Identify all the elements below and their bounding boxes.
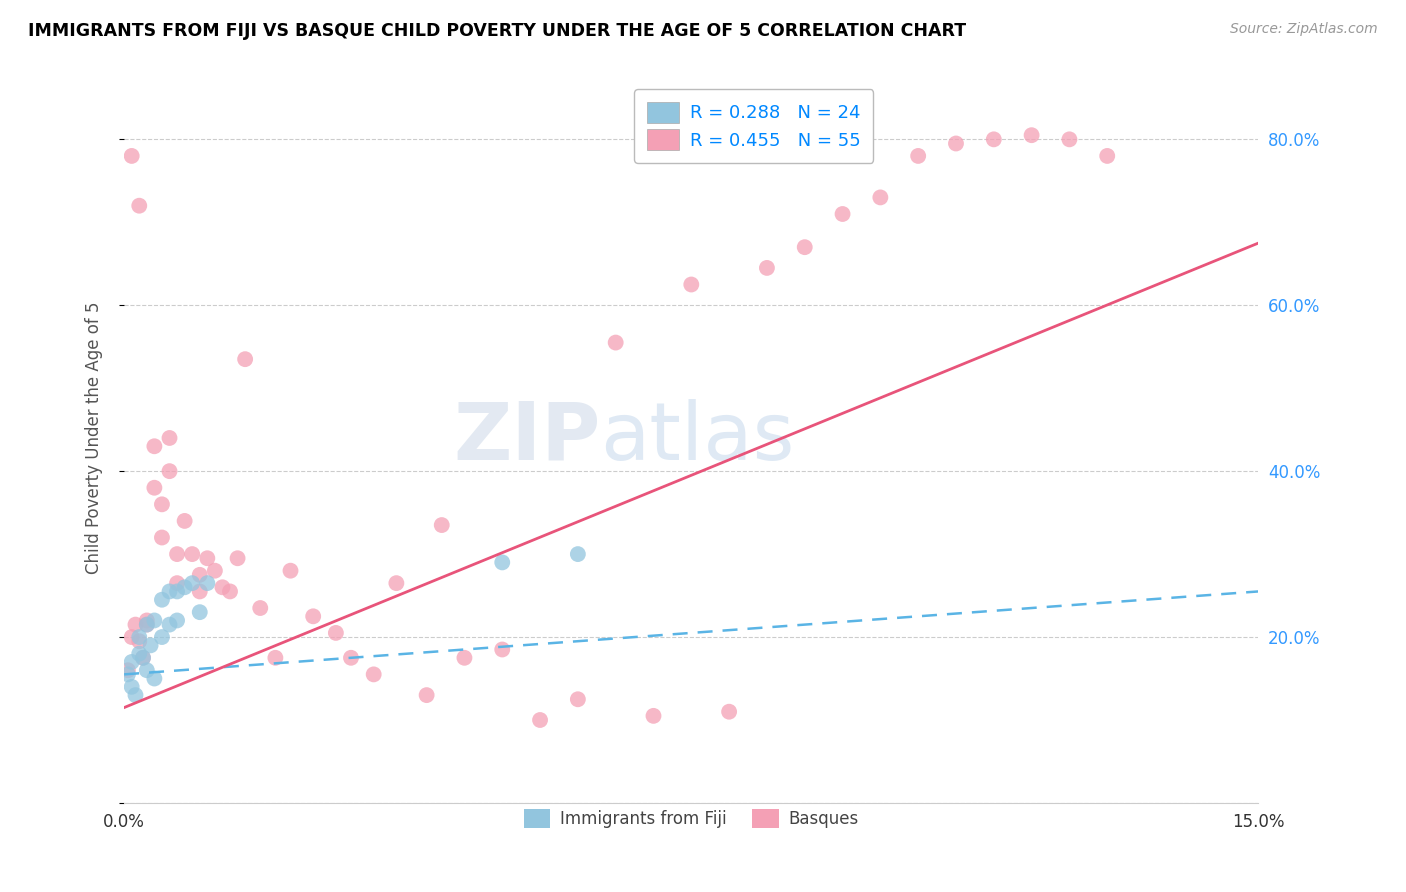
Point <box>121 149 143 163</box>
Point <box>363 667 385 681</box>
Point <box>302 609 325 624</box>
Point <box>159 617 181 632</box>
Point <box>124 688 146 702</box>
Point <box>1097 149 1119 163</box>
Point <box>264 650 287 665</box>
Point <box>188 605 211 619</box>
Point <box>211 580 233 594</box>
Point <box>219 584 242 599</box>
Point <box>143 481 166 495</box>
Point <box>430 518 453 533</box>
Point <box>195 576 218 591</box>
Point <box>181 547 204 561</box>
Point <box>280 564 302 578</box>
Point <box>135 614 157 628</box>
Point <box>983 132 1005 146</box>
Point <box>181 576 204 591</box>
Point <box>567 547 589 561</box>
Point <box>143 614 166 628</box>
Point <box>166 614 188 628</box>
Point <box>1021 128 1043 143</box>
Point <box>150 531 173 545</box>
Point <box>159 431 181 445</box>
Point <box>166 576 188 591</box>
Point <box>491 555 513 569</box>
Point <box>159 584 181 599</box>
Point <box>135 663 157 677</box>
Point <box>135 617 157 632</box>
Point <box>128 199 150 213</box>
Point <box>135 617 157 632</box>
Point <box>143 439 166 453</box>
Point <box>117 663 139 677</box>
Point <box>132 650 155 665</box>
Point <box>869 190 891 204</box>
Point <box>204 564 226 578</box>
Point <box>150 592 173 607</box>
Point <box>159 464 181 478</box>
Point <box>233 352 256 367</box>
Point <box>325 626 347 640</box>
Point <box>139 638 162 652</box>
Point <box>173 514 195 528</box>
Point <box>117 667 139 681</box>
Point <box>195 551 218 566</box>
Text: atlas: atlas <box>600 399 794 477</box>
Point <box>173 580 195 594</box>
Point <box>249 601 271 615</box>
Point <box>121 680 143 694</box>
Point <box>529 713 551 727</box>
Point <box>831 207 853 221</box>
Point <box>567 692 589 706</box>
Point <box>755 260 778 275</box>
Point <box>681 277 703 292</box>
Y-axis label: Child Poverty Under the Age of 5: Child Poverty Under the Age of 5 <box>86 301 103 574</box>
Point <box>128 630 150 644</box>
Legend: Immigrants from Fiji, Basques: Immigrants from Fiji, Basques <box>517 802 866 835</box>
Text: ZIP: ZIP <box>453 399 600 477</box>
Point <box>340 650 363 665</box>
Point <box>226 551 249 566</box>
Point <box>385 576 408 591</box>
Point <box>945 136 967 151</box>
Point <box>643 709 665 723</box>
Point <box>124 617 146 632</box>
Point <box>166 547 188 561</box>
Point <box>150 497 173 511</box>
Point <box>143 672 166 686</box>
Point <box>188 584 211 599</box>
Point <box>491 642 513 657</box>
Point <box>128 634 150 648</box>
Point <box>128 647 150 661</box>
Point <box>132 650 155 665</box>
Text: Source: ZipAtlas.com: Source: ZipAtlas.com <box>1230 22 1378 37</box>
Point <box>121 630 143 644</box>
Point <box>150 630 173 644</box>
Text: IMMIGRANTS FROM FIJI VS BASQUE CHILD POVERTY UNDER THE AGE OF 5 CORRELATION CHAR: IMMIGRANTS FROM FIJI VS BASQUE CHILD POV… <box>28 22 966 40</box>
Point <box>793 240 815 254</box>
Point <box>1059 132 1081 146</box>
Point <box>453 650 475 665</box>
Point <box>188 567 211 582</box>
Point <box>907 149 929 163</box>
Point <box>166 584 188 599</box>
Point <box>121 655 143 669</box>
Point <box>718 705 741 719</box>
Point <box>415 688 437 702</box>
Point <box>605 335 627 350</box>
